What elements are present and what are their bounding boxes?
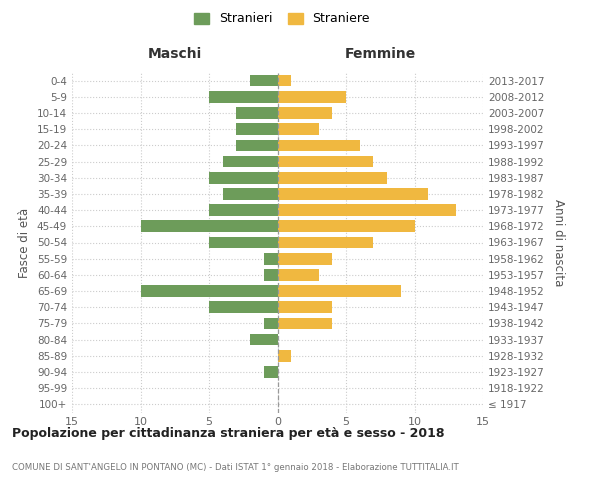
Bar [278,156,373,168]
Bar [236,107,278,119]
Bar [278,318,332,330]
Bar [278,269,319,280]
Bar [264,253,278,264]
Bar [278,220,415,232]
Bar [278,91,346,102]
Text: Femmine: Femmine [344,47,416,61]
Bar [264,269,278,280]
Text: COMUNE DI SANT'ANGELO IN PONTANO (MC) - Dati ISTAT 1° gennaio 2018 - Elaborazion: COMUNE DI SANT'ANGELO IN PONTANO (MC) - … [12,462,459,471]
Bar [209,172,278,184]
Bar [278,140,360,151]
Bar [278,124,319,135]
Bar [278,107,332,119]
Bar [223,156,278,168]
Text: Maschi: Maschi [148,47,202,61]
Bar [278,253,332,264]
Bar [278,188,428,200]
Bar [250,75,278,86]
Bar [264,366,278,378]
Bar [140,285,278,297]
Y-axis label: Anni di nascita: Anni di nascita [551,199,565,286]
Bar [278,285,401,297]
Bar [209,236,278,248]
Bar [223,188,278,200]
Bar [278,236,373,248]
Bar [236,140,278,151]
Bar [278,172,387,184]
Bar [278,75,291,86]
Y-axis label: Fasce di età: Fasce di età [19,208,31,278]
Text: Popolazione per cittadinanza straniera per età e sesso - 2018: Popolazione per cittadinanza straniera p… [12,428,445,440]
Bar [250,334,278,345]
Bar [278,350,291,362]
Bar [236,124,278,135]
Bar [209,204,278,216]
Bar [278,302,332,313]
Bar [209,91,278,102]
Bar [278,204,455,216]
Legend: Stranieri, Straniere: Stranieri, Straniere [190,8,374,29]
Bar [264,318,278,330]
Bar [140,220,278,232]
Bar [209,302,278,313]
